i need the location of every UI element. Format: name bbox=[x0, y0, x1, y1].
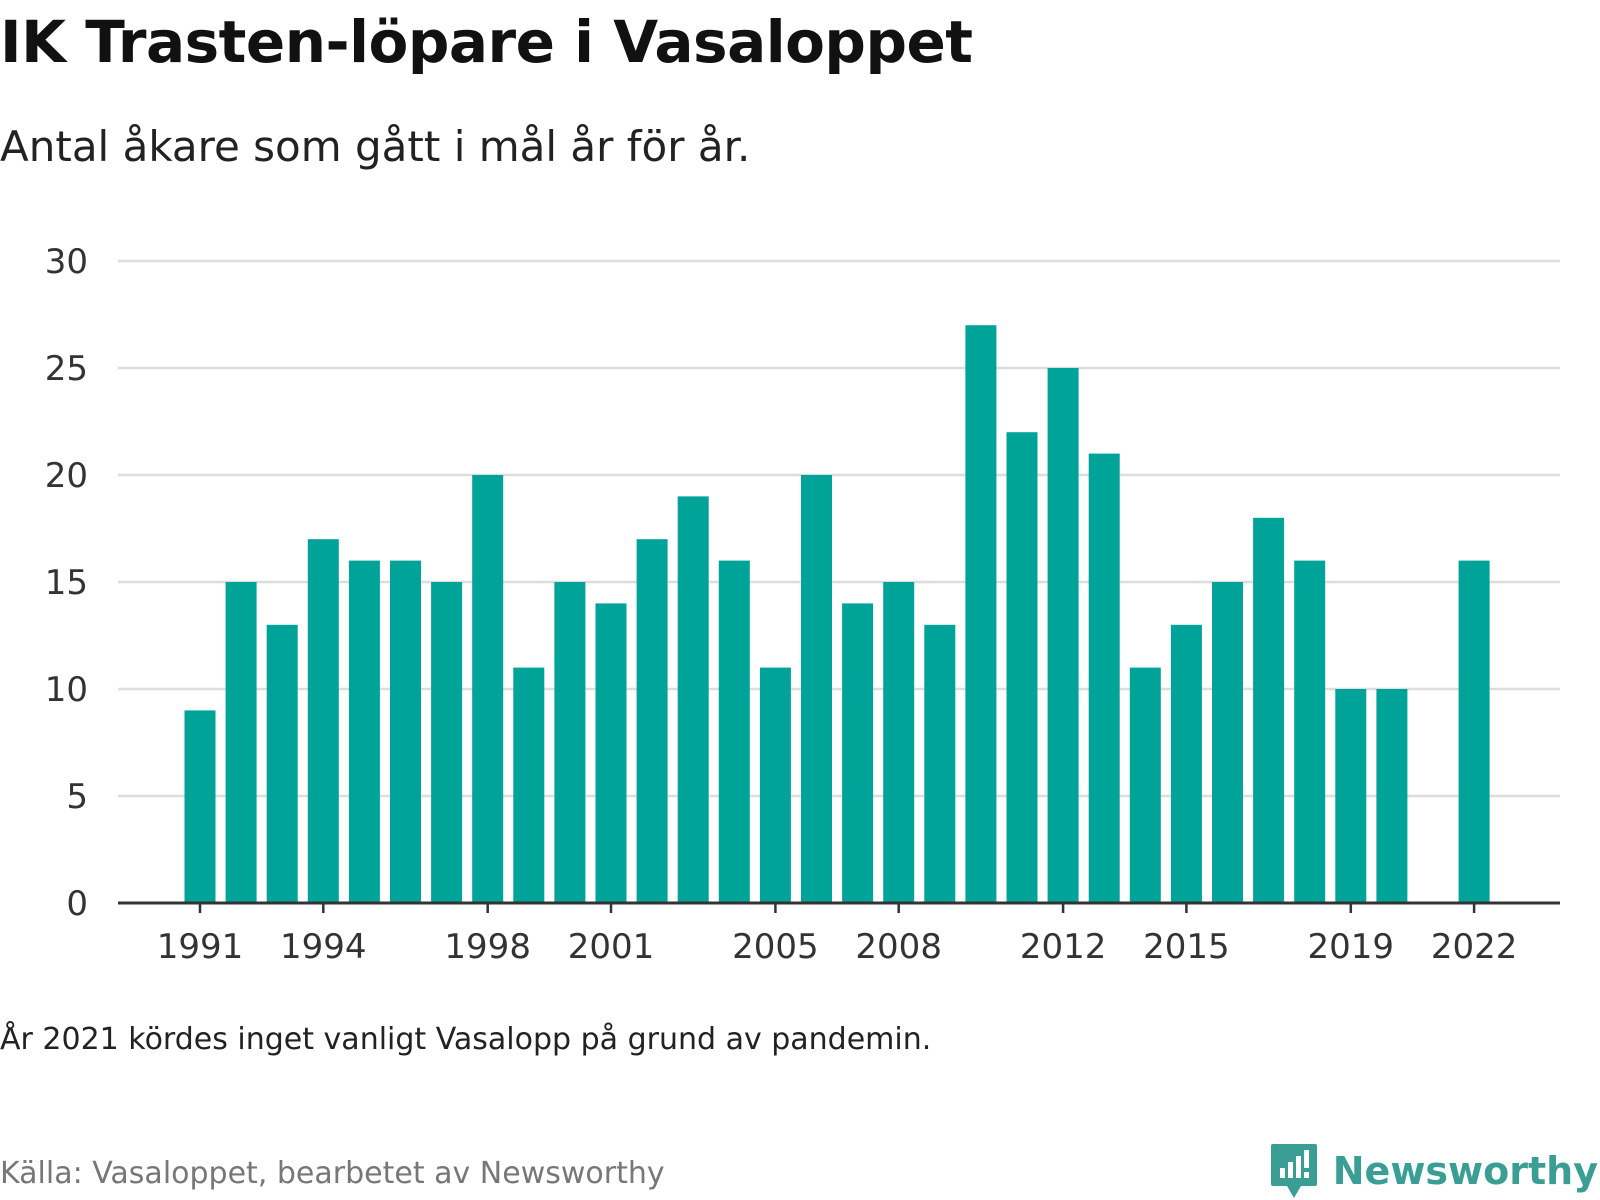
bar-2002 bbox=[636, 539, 668, 903]
bar-2022 bbox=[1458, 560, 1490, 903]
bar-2010 bbox=[965, 325, 997, 903]
bar-1995 bbox=[348, 560, 380, 903]
bar-2015 bbox=[1170, 624, 1202, 903]
x-tick-label: 2012 bbox=[1020, 927, 1107, 967]
bar-1997 bbox=[431, 582, 463, 903]
newsworthy-logo-icon bbox=[1270, 1144, 1317, 1198]
y-tick-label: 30 bbox=[45, 242, 88, 282]
bar-2019 bbox=[1335, 689, 1367, 903]
chart-subtitle: Antal åkare som gått i mål år för år. bbox=[0, 122, 751, 171]
y-tick-label: 5 bbox=[66, 777, 88, 817]
bar-2001 bbox=[595, 603, 627, 903]
bar-2003 bbox=[677, 496, 709, 903]
bar-2013 bbox=[1088, 453, 1120, 903]
bar-2006 bbox=[801, 475, 832, 903]
brand-name: Newsworthy bbox=[1332, 1149, 1598, 1193]
footnote: År 2021 kördes inget vanligt Vasalopp på… bbox=[0, 1022, 932, 1057]
brand-logo: Newsworthy bbox=[1269, 1142, 1598, 1200]
bar-1994 bbox=[307, 539, 339, 903]
x-tick-label: 2019 bbox=[1308, 927, 1395, 967]
y-tick-label: 25 bbox=[45, 349, 88, 389]
bar-1996 bbox=[390, 560, 421, 903]
x-tick-label: 2022 bbox=[1431, 927, 1518, 967]
x-tick-label: 1998 bbox=[444, 927, 531, 967]
source-credit: Källa: Vasaloppet, bearbetet av Newswort… bbox=[0, 1156, 665, 1191]
bar-2004 bbox=[718, 560, 750, 903]
y-tick-label: 0 bbox=[66, 884, 88, 924]
bar-1999 bbox=[513, 667, 545, 903]
bar-2012 bbox=[1047, 368, 1079, 903]
x-tick-label: 1991 bbox=[157, 927, 244, 967]
bar-2000 bbox=[554, 582, 586, 903]
bar-1992 bbox=[225, 582, 257, 903]
x-tick-label: 2005 bbox=[732, 927, 819, 967]
bar-2014 bbox=[1129, 667, 1161, 903]
x-tick-label: 2008 bbox=[855, 927, 942, 967]
bar-2017 bbox=[1253, 517, 1285, 903]
bar-2008 bbox=[883, 582, 915, 903]
bar-1998 bbox=[472, 475, 504, 903]
y-tick-label: 15 bbox=[45, 563, 88, 603]
bar-2009 bbox=[924, 624, 956, 903]
bar-2016 bbox=[1212, 582, 1243, 903]
bar-chart: 0 5 10 15 20 25 30 1991 1994 1998 2001 2005 2008 2012… bbox=[45, 242, 1560, 967]
bar-2018 bbox=[1294, 560, 1326, 903]
x-tick-label: 2015 bbox=[1143, 927, 1230, 967]
bar-1993 bbox=[266, 624, 298, 903]
bar-2011 bbox=[1006, 432, 1038, 903]
bar-2020 bbox=[1376, 689, 1408, 903]
chart-title: IK Trasten-löpare i Vasaloppet bbox=[0, 8, 973, 76]
bar-1991 bbox=[184, 710, 216, 903]
bar-2007 bbox=[842, 603, 874, 903]
x-tick-label: 2001 bbox=[568, 927, 655, 967]
bar-2005 bbox=[759, 667, 791, 903]
x-tick-label: 1994 bbox=[280, 927, 367, 967]
y-tick-label: 10 bbox=[45, 670, 88, 710]
y-tick-label: 20 bbox=[45, 456, 88, 496]
